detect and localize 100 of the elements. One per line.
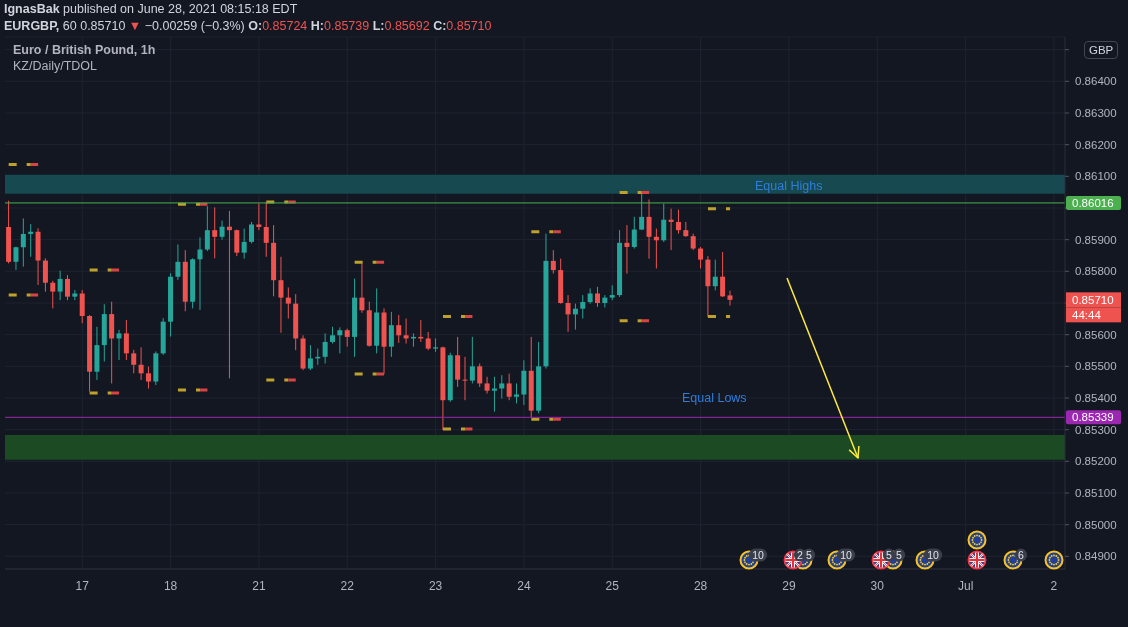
y-tick-label: 0.85300 bbox=[1075, 423, 1117, 436]
candlestick bbox=[396, 314, 402, 344]
text: 0.85710 bbox=[1072, 293, 1114, 306]
candlestick bbox=[344, 328, 350, 348]
candlestick bbox=[580, 294, 586, 320]
y-tick-label: 0.85900 bbox=[1075, 233, 1117, 246]
candlestick bbox=[138, 346, 144, 381]
candlestick bbox=[79, 289, 85, 324]
candlestick bbox=[477, 362, 483, 388]
text: 0.85710 bbox=[446, 19, 492, 33]
candlestick bbox=[491, 376, 497, 413]
y-axis-title: GBP bbox=[1084, 41, 1119, 59]
x-tick-label: 24 bbox=[517, 579, 531, 593]
y-tick-label: 0.86300 bbox=[1075, 107, 1117, 120]
x-tick-label: 18 bbox=[163, 579, 178, 593]
candlestick bbox=[388, 311, 394, 358]
annotation: 10 bbox=[752, 548, 764, 561]
candlestick bbox=[624, 224, 630, 275]
candlestick bbox=[403, 318, 409, 345]
candlestick bbox=[234, 229, 240, 257]
candlestick bbox=[123, 319, 129, 361]
y-tick-label: 0.85800 bbox=[1075, 265, 1117, 278]
candlestick bbox=[639, 191, 645, 231]
candlestick bbox=[661, 203, 667, 243]
annotation: 5 bbox=[886, 548, 893, 561]
annotation: Equal Lows bbox=[682, 391, 747, 406]
y-tick-label: 0.85500 bbox=[1075, 360, 1117, 373]
candlestick bbox=[646, 198, 652, 260]
candlestick bbox=[594, 286, 600, 308]
y-tick-label: 0.85600 bbox=[1075, 328, 1117, 341]
candlestick bbox=[249, 221, 255, 244]
annotation: 2 bbox=[797, 548, 804, 561]
y-tick-label: 0.86200 bbox=[1075, 138, 1117, 151]
candlestick bbox=[131, 349, 137, 374]
candlestick bbox=[506, 373, 512, 401]
candlestick bbox=[550, 249, 556, 275]
x-tick-label: 25 bbox=[605, 579, 620, 593]
candlestick bbox=[145, 366, 151, 389]
y-tick-label: 0.84900 bbox=[1075, 550, 1117, 563]
candlestick bbox=[425, 331, 431, 351]
candlestick bbox=[521, 359, 527, 406]
x-tick-label: 17 bbox=[75, 579, 90, 593]
candlestick bbox=[256, 203, 262, 231]
candlestick bbox=[20, 217, 26, 268]
candlestick bbox=[514, 382, 520, 404]
candlestick bbox=[307, 344, 313, 371]
candlestick bbox=[727, 290, 733, 307]
candlestick bbox=[587, 287, 593, 305]
y-tick-label: 0.86100 bbox=[1075, 170, 1117, 183]
candlestick bbox=[278, 256, 284, 334]
candlestick bbox=[50, 280, 56, 309]
candlestick bbox=[602, 294, 608, 308]
y-tick-label: 0.85100 bbox=[1075, 487, 1117, 500]
candlestick bbox=[72, 289, 78, 301]
candlestick bbox=[712, 259, 718, 291]
candlestick bbox=[175, 243, 181, 281]
ref-line-label: 0.86016 bbox=[1072, 196, 1114, 209]
candlestick bbox=[241, 228, 247, 260]
candlestick bbox=[219, 220, 225, 241]
candlestick bbox=[631, 216, 637, 250]
candlestick bbox=[499, 374, 505, 400]
text: EURGBP, 60 0.85710 ▼ −0.00259 (−0.3%) O:0.85724 H:0.85739 L:0.85692 C: bbox=[4, 19, 447, 33]
candlestick bbox=[263, 201, 269, 258]
candlestick bbox=[668, 208, 674, 251]
x-tick-label: 29 bbox=[782, 579, 796, 593]
candlestick bbox=[469, 336, 475, 384]
candlestick bbox=[720, 251, 726, 298]
candlestick bbox=[433, 337, 439, 353]
x-tick-label: 22 bbox=[340, 579, 355, 593]
candlestick bbox=[212, 206, 218, 259]
text: IgnasBak published on June 28, 2021 08:15:18 EDT bbox=[4, 2, 298, 17]
y-tick-label: 0.85400 bbox=[1075, 392, 1117, 405]
candlestick bbox=[675, 209, 681, 235]
candlestick bbox=[28, 223, 34, 258]
candlestick bbox=[337, 326, 343, 354]
x-tick-label: 30 bbox=[870, 579, 885, 593]
candlestick bbox=[64, 274, 70, 301]
candlestick bbox=[322, 332, 328, 364]
candlestick bbox=[116, 329, 122, 361]
candlestick bbox=[462, 356, 468, 401]
ref-line-label: 0.85339 bbox=[1072, 411, 1114, 424]
text: 44:44 bbox=[1072, 308, 1102, 321]
candlestick bbox=[57, 270, 63, 301]
candlestick bbox=[484, 376, 490, 395]
annotation: 5 bbox=[896, 548, 903, 561]
y-tick-label: 0.85200 bbox=[1075, 455, 1117, 468]
y-tick-label: 0.85000 bbox=[1075, 518, 1117, 531]
candlestick bbox=[565, 294, 571, 333]
x-tick-label: Jul bbox=[957, 579, 974, 593]
x-tick-label: 28 bbox=[693, 579, 708, 593]
x-tick-label: 2 bbox=[1050, 579, 1058, 593]
annotation: 5 bbox=[806, 548, 813, 561]
text: Euro / British Pound, 1h bbox=[13, 43, 156, 58]
annotation: 10 bbox=[840, 548, 852, 561]
candlestick bbox=[285, 286, 291, 320]
y-tick-label: 0.86400 bbox=[1075, 75, 1117, 88]
annotation: Equal Highs bbox=[755, 179, 823, 194]
x-tick-label: 23 bbox=[428, 579, 443, 593]
candlestick bbox=[197, 236, 203, 311]
candlestick bbox=[204, 205, 210, 252]
